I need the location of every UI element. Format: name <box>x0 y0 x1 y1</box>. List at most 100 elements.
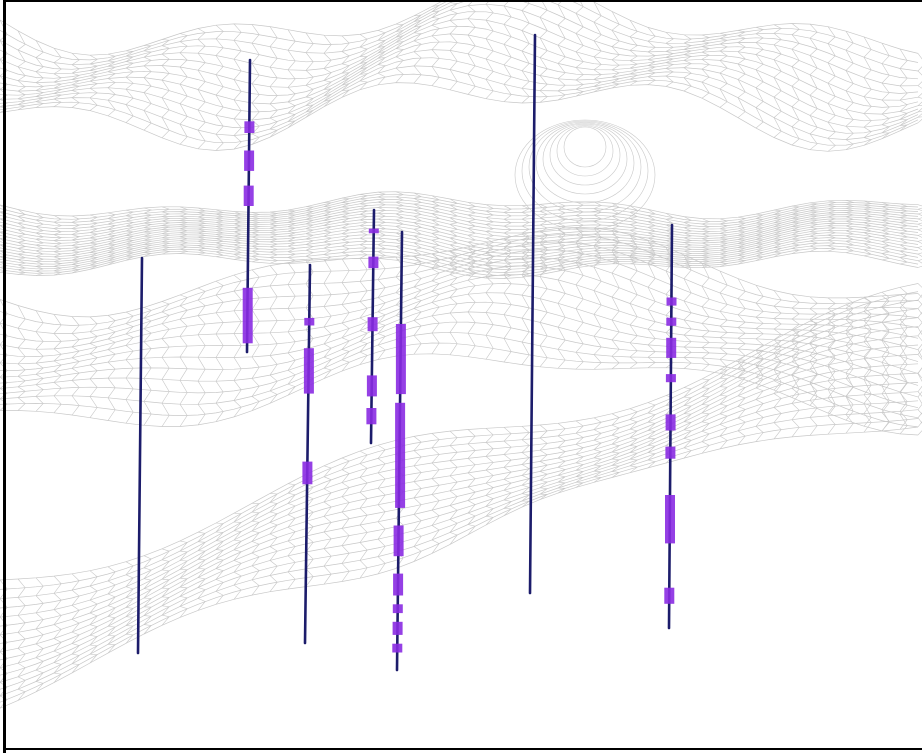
mesh-row <box>0 65 919 140</box>
drillhole-7[interactable] <box>664 223 677 630</box>
mound-ring <box>521 120 649 222</box>
mesh-column <box>881 291 890 432</box>
mesh-row <box>0 363 919 661</box>
mesh-column <box>485 242 494 360</box>
mesh-column <box>269 493 278 592</box>
mesh-row <box>0 215 919 244</box>
mesh-row <box>0 265 919 357</box>
mesh-row <box>0 292 919 378</box>
mesh-row <box>0 283 919 371</box>
mesh-column <box>862 200 873 257</box>
mesh-column <box>845 31 854 150</box>
mesh-column <box>215 24 224 151</box>
mesh-column <box>287 262 296 396</box>
mesh-row <box>0 212 919 241</box>
mesh-column <box>215 280 224 422</box>
mesh-row <box>0 201 919 230</box>
mesh-column <box>35 577 44 692</box>
mesh-column <box>232 211 243 260</box>
mineralized-intercept <box>395 402 406 508</box>
mesh-row <box>0 218 919 247</box>
mesh-row <box>0 283 919 581</box>
mesh-column <box>808 202 819 252</box>
mesh-column <box>377 444 386 575</box>
mesh-column <box>521 426 531 508</box>
frame-left-border <box>3 0 6 753</box>
mesh-column <box>286 209 297 264</box>
mineralized-intercept <box>244 150 255 171</box>
mineralized-intercept <box>368 256 379 269</box>
mesh-row <box>0 257 919 350</box>
mesh-column <box>233 274 242 418</box>
mesh-column <box>304 206 315 263</box>
mesh-column <box>557 228 566 369</box>
mesh-column <box>323 259 332 379</box>
mesh-column <box>323 35 333 107</box>
mesh-column <box>17 305 26 411</box>
mesh-column <box>683 387 692 459</box>
mound-ring <box>556 125 614 177</box>
mound-ring <box>563 126 607 168</box>
mesh-column <box>287 483 296 590</box>
mesh-column <box>395 191 405 261</box>
mesh-column <box>917 293 922 436</box>
mesh-column <box>124 209 135 261</box>
mesh-row <box>0 391 919 683</box>
mesh-column <box>539 424 549 500</box>
mesh-column <box>593 1 603 93</box>
mesh-column <box>359 194 369 259</box>
mesh-column <box>106 212 117 266</box>
mesh-row <box>0 224 919 253</box>
drillhole-2[interactable] <box>242 58 255 354</box>
drillhole-3[interactable] <box>302 263 315 645</box>
mesh-surface-top <box>0 0 922 152</box>
mesh-column <box>737 359 746 446</box>
mesh-column <box>197 28 206 150</box>
mesh-column <box>592 201 603 266</box>
mesh-column <box>664 213 675 267</box>
drillhole-1[interactable] <box>136 256 144 655</box>
mesh-column <box>0 299 8 411</box>
mesh-column <box>125 311 134 424</box>
mesh-column <box>341 457 350 582</box>
mesh-row <box>0 41 919 122</box>
drillhole-6[interactable] <box>528 33 537 595</box>
mesh-column <box>557 202 567 272</box>
mesh-row <box>0 249 919 343</box>
mesh-column <box>467 246 476 357</box>
mesh-column <box>53 48 63 107</box>
mineralized-intercept <box>393 525 404 557</box>
mesh-column <box>287 29 297 129</box>
mineralized-intercept <box>392 643 403 653</box>
mesh-column <box>125 50 135 123</box>
mesh-row <box>0 241 919 334</box>
mesh-column <box>719 33 729 108</box>
mesh-column <box>719 270 728 374</box>
mesh-column <box>179 294 188 427</box>
mesh-row <box>0 227 919 318</box>
drillhole-4[interactable] <box>366 208 379 445</box>
drillhole-5[interactable] <box>392 230 406 672</box>
mesh-row <box>0 400 919 690</box>
mesh-column <box>718 218 729 267</box>
mineralized-intercept <box>392 621 403 635</box>
mineralized-intercept <box>392 604 403 614</box>
mesh-column <box>647 27 657 85</box>
mesh-row <box>0 311 919 398</box>
mesh-column <box>233 23 242 150</box>
mesh-row <box>0 227 919 255</box>
drillhole-trace <box>528 33 537 595</box>
mesh-column <box>107 566 116 654</box>
mineralized-intercept <box>393 573 404 596</box>
mesh-column <box>575 201 585 269</box>
mesh-row <box>0 382 919 676</box>
mesh-column <box>647 240 656 369</box>
mesh-column <box>521 0 530 104</box>
mesh-row <box>0 331 919 419</box>
mesh-column <box>826 200 837 252</box>
mesh-column <box>575 420 585 488</box>
mesh-column <box>268 211 279 264</box>
mesh-column <box>143 45 153 131</box>
